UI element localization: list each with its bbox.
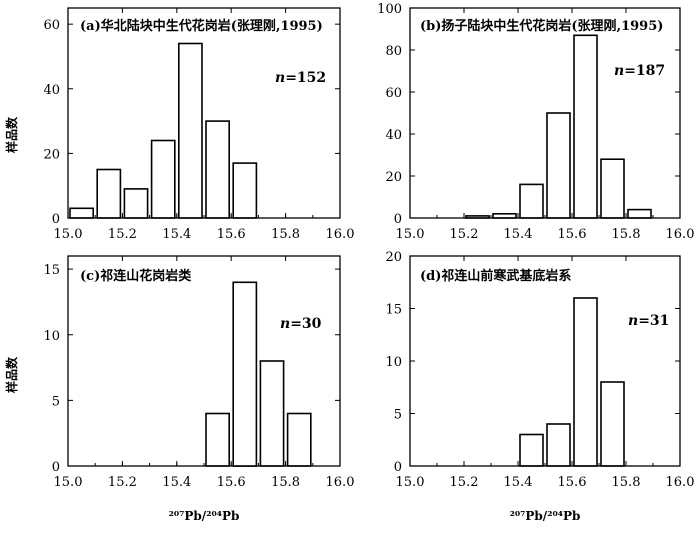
sample-count-symbol: n xyxy=(275,70,285,86)
x-tick-label: 15.4 xyxy=(504,227,533,242)
x-tick-label: 15.4 xyxy=(504,475,533,490)
histogram-bar xyxy=(232,281,258,467)
x-tick-label: 16.0 xyxy=(666,475,695,490)
x-tick-label: 16.0 xyxy=(326,227,355,242)
panel-title: (d)祁连山前寒武基底岩系 xyxy=(420,268,571,284)
x-tick-label: 15.0 xyxy=(396,475,425,490)
y-tick-label: 20 xyxy=(43,147,60,162)
sample-count-value: =30 xyxy=(290,316,321,332)
sample-count-label: n=187 xyxy=(614,63,665,79)
histogram-bar xyxy=(600,158,625,219)
chart-panel-d: 15.0 15.2 15.4 15.6 15.8 16.0 0 5 10 15 20 (d)祁连山前寒… xyxy=(385,250,694,490)
y-tick-label: 5 xyxy=(394,408,402,423)
x-tick-label: 15.2 xyxy=(108,475,137,490)
x-tick-label: 16.0 xyxy=(326,475,355,490)
y-tick-label: 20 xyxy=(385,170,402,185)
y-tick-label: 15 xyxy=(43,263,60,278)
x-tick-label: 15.6 xyxy=(558,475,587,490)
sample-count-value: =31 xyxy=(638,313,669,329)
y-tick-label: 0 xyxy=(52,460,60,475)
chart-panel-c: 15.0 15.2 15.4 15.6 15.8 16.0 0 5 10 15 (c)祁连山花岗岩类… xyxy=(43,255,355,490)
histogram-bar xyxy=(150,139,176,219)
histogram-bar xyxy=(205,120,231,219)
x-tick-label: 15.8 xyxy=(271,227,300,242)
sample-count-symbol: n xyxy=(614,63,624,79)
y-axis-title-top: 样品数 xyxy=(4,116,19,153)
y-tick-label: 40 xyxy=(43,83,60,98)
histogram-bar xyxy=(96,168,122,219)
histogram-bar xyxy=(232,162,258,219)
x-tick-label: 15.8 xyxy=(612,475,641,490)
sample-count-symbol: n xyxy=(280,316,290,332)
histogram-bar xyxy=(546,112,571,219)
y-tick-label: 15 xyxy=(385,303,402,318)
sample-count-symbol: n xyxy=(628,313,638,329)
histogram-bar xyxy=(286,412,312,467)
x-tick-label: 15.2 xyxy=(450,475,479,490)
chart-panel-a: 15.0 15.2 15.4 15.6 15.8 16.0 0 20 40 60 (a)华北陆块中生… xyxy=(43,7,355,242)
histogram-bar xyxy=(205,412,231,467)
y-tick-label: 10 xyxy=(43,329,60,344)
x-tick-label: 15.8 xyxy=(612,227,641,242)
y-tick-label: 100 xyxy=(377,2,402,17)
y-tick-label: 0 xyxy=(394,212,402,227)
x-tick-label: 15.2 xyxy=(108,227,137,242)
panel-title: (c)祁连山花岗岩类 xyxy=(80,268,192,284)
histogram-bar xyxy=(259,360,285,467)
histogram-bar xyxy=(627,208,652,219)
y-axis-title-bottom: 样品数 xyxy=(4,356,19,393)
y-tick-label: 20 xyxy=(385,250,402,265)
sample-count-label: n=152 xyxy=(275,70,326,86)
x-tick-label: 15.8 xyxy=(271,475,300,490)
histogram-bar xyxy=(178,42,203,219)
x-tick-label: 15.6 xyxy=(217,475,246,490)
panel-title: (a)华北陆块中生代花岗岩(张理刚,1995) xyxy=(80,18,323,34)
plot-frame xyxy=(409,255,681,467)
y-tick-label: 0 xyxy=(52,212,60,227)
histogram-bar xyxy=(69,207,95,219)
y-tick-label: 10 xyxy=(385,355,402,370)
x-tick-label: 16.0 xyxy=(666,227,695,242)
x-tick-label: 15.0 xyxy=(54,227,83,242)
x-tick-label: 15.2 xyxy=(450,227,479,242)
sample-count-value: =187 xyxy=(624,63,665,79)
histogram-bar xyxy=(519,433,544,467)
y-tick-label: 60 xyxy=(43,18,60,33)
chart-panel-b: 15.0 15.2 15.4 15.6 15.8 16.0 0 20 40 60 80 100 (b)扬… xyxy=(377,2,694,242)
y-tick-label: 0 xyxy=(394,460,402,475)
x-tick-label: 15.0 xyxy=(54,475,83,490)
histogram-bar xyxy=(546,423,571,467)
chart-panels: 15.0 15.2 15.4 15.6 15.8 16.0 0 20 40 60 (a)华北陆块中生… xyxy=(43,2,694,490)
y-tick-label: 80 xyxy=(385,44,402,59)
plot-frame xyxy=(409,7,681,219)
sample-count-label: n=31 xyxy=(628,313,669,329)
histogram-bar xyxy=(573,297,598,467)
x-tick-label: 15.6 xyxy=(217,227,246,242)
sample-count-value: =152 xyxy=(285,70,326,86)
sample-count-label: n=30 xyxy=(280,316,322,332)
histogram-bar xyxy=(573,34,598,219)
x-tick-label: 15.4 xyxy=(162,475,191,490)
x-tick-label: 15.0 xyxy=(396,227,425,242)
x-tick-label: 15.4 xyxy=(162,227,191,242)
histogram-bar xyxy=(600,381,625,467)
y-tick-label: 60 xyxy=(385,86,402,101)
x-tick-label: 15.6 xyxy=(558,227,587,242)
y-tick-label: 5 xyxy=(52,394,60,409)
x-axis-title-left: ²⁰⁷Pb/²⁰⁴Pb xyxy=(169,509,240,523)
histogram-bar xyxy=(519,183,544,219)
x-axis-title-right: ²⁰⁷Pb/²⁰⁴Pb xyxy=(510,509,581,523)
y-tick-label: 40 xyxy=(385,128,402,143)
histogram-bar xyxy=(123,188,149,219)
panel-title: (b)扬子陆块中生代花岗岩(张理刚,1995) xyxy=(420,18,663,34)
